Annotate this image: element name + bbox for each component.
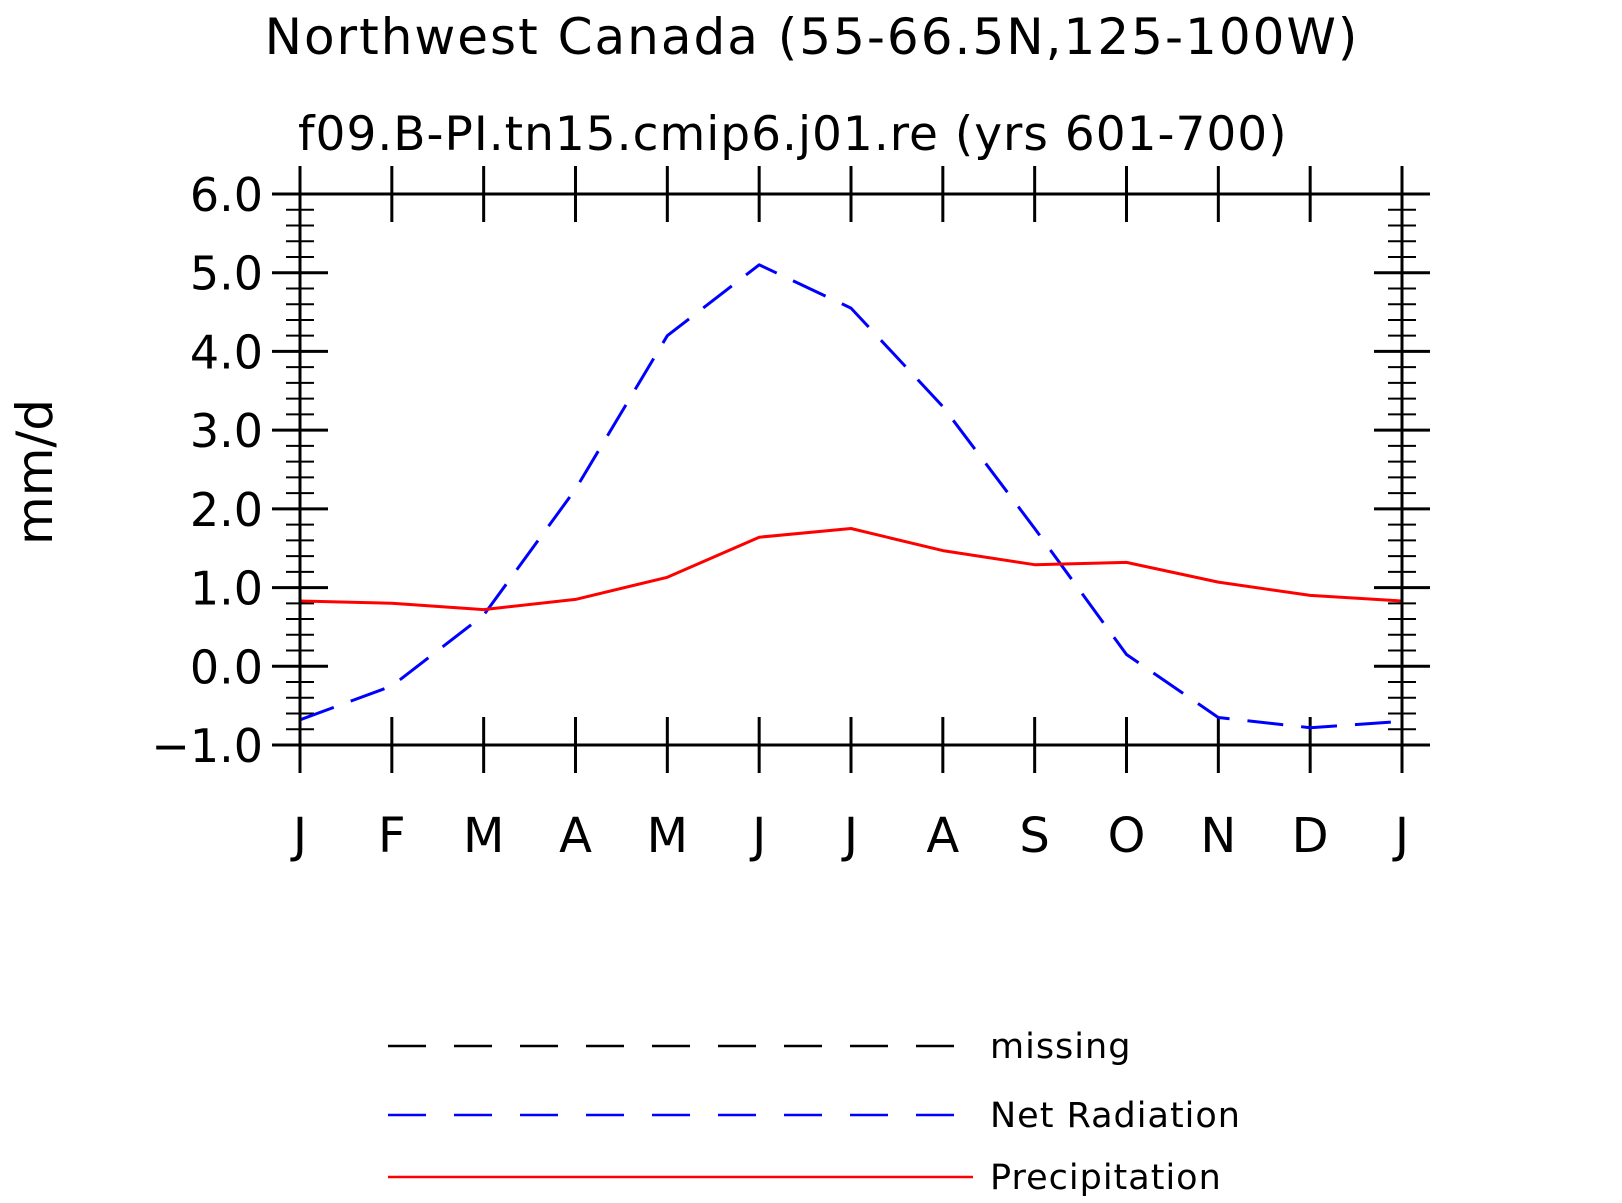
y-tick-label: 3.0 [190, 404, 263, 458]
plot-frame [298, 192, 1404, 747]
data-point [1217, 716, 1220, 719]
data-point [850, 307, 853, 310]
x-tick-label: O [1108, 808, 1146, 864]
series-line-net-radiation [299, 263, 1403, 730]
chart-title: Northwest Canada (55-66.5N,125-100W) [265, 8, 1360, 66]
data-point [1309, 594, 1312, 597]
data-point [941, 405, 944, 408]
data-point [1309, 726, 1312, 729]
data-point [1033, 563, 1036, 566]
x-tick-label: J [841, 808, 858, 864]
data-point [1033, 527, 1036, 530]
x-tick-label: N [1200, 808, 1236, 864]
data-point [666, 334, 669, 337]
chart-subtitle: f09.B-PI.tn15.cmip6.j01.re (yrs 601-700) [298, 107, 1288, 162]
legend-label: missing [990, 1027, 1131, 1067]
x-tick-label: A [926, 808, 959, 864]
x-tick-label: F [378, 808, 406, 864]
data-point [666, 576, 669, 579]
data-point [390, 684, 393, 687]
legend: missing Net Radiation Precipitation [388, 1027, 1241, 1198]
y-tick-label: 5.0 [190, 247, 263, 301]
y-tick-label: −1.0 [151, 719, 263, 773]
y-tick-labels: −1.0 0.0 1.0 2.0 3.0 4.0 5.0 6.0 [151, 168, 263, 773]
x-tick-label: A [559, 808, 592, 864]
x-tick-label: J [290, 808, 307, 864]
data-point [1217, 581, 1220, 584]
x-tick-label: M [463, 808, 504, 864]
data-point [574, 488, 577, 491]
data-point [482, 614, 485, 617]
series-lines [299, 263, 1403, 730]
data-point [941, 549, 944, 552]
y-tick-label: 0.0 [190, 640, 263, 694]
y-tick-label: 1.0 [190, 562, 263, 616]
data-point [1125, 653, 1128, 656]
y-axis-label: mm/d [6, 399, 64, 545]
y-tick-label: 4.0 [190, 325, 263, 379]
legend-label: Net Radiation [990, 1096, 1241, 1136]
x-tick-label: S [1019, 808, 1049, 864]
x-tick-label: J [749, 808, 766, 864]
data-point [758, 263, 761, 266]
data-point [850, 527, 853, 530]
x-tick-label: D [1292, 808, 1329, 864]
y-tick-label: 2.0 [190, 483, 263, 537]
data-point [390, 602, 393, 605]
axis-ticks [272, 166, 1430, 773]
y-tick-label: 6.0 [190, 168, 263, 222]
x-tick-label: J [1392, 808, 1409, 864]
series-line-precipitation [299, 527, 1403, 612]
data-point [574, 598, 577, 601]
data-point [1125, 561, 1128, 564]
x-tick-label: M [647, 808, 688, 864]
legend-label: Precipitation [990, 1158, 1222, 1198]
data-point [758, 536, 761, 539]
data-point [482, 608, 485, 611]
